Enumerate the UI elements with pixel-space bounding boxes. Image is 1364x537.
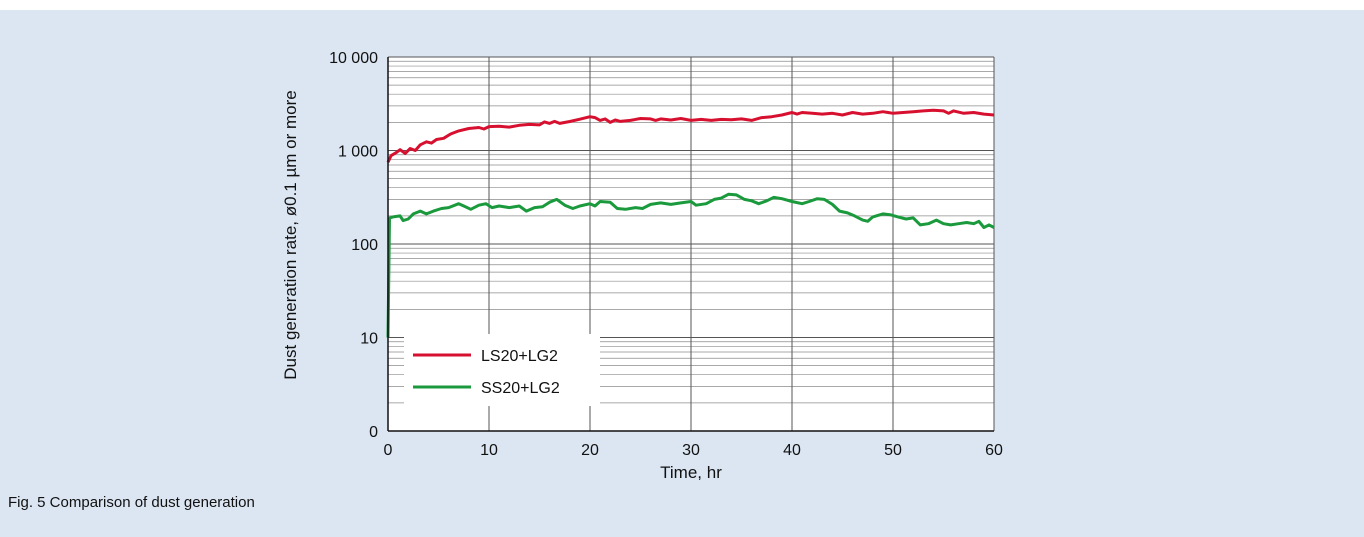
series-lines bbox=[386, 108, 995, 338]
series-line-ls20-lg2 bbox=[386, 108, 995, 163]
x-tick-label: 0 bbox=[384, 442, 393, 459]
x-tick-label: 60 bbox=[985, 442, 1003, 459]
y-tick-label: 1 000 bbox=[338, 144, 378, 161]
x-tick-label: 50 bbox=[884, 442, 902, 459]
y-tick-label: 100 bbox=[351, 237, 378, 254]
x-tick-label: 20 bbox=[581, 442, 599, 459]
y-tick-labels: 0 10 100 1 000 10 000 bbox=[329, 50, 378, 441]
y-axis-title: Dust generation rate, ø0.1 µm or more bbox=[281, 90, 300, 379]
figure-panel: 0 10 20 30 40 50 60 0 10 100 1 000 10 000 Time, hr… bbox=[0, 10, 1364, 537]
x-tick-labels: 0 10 20 30 40 50 60 bbox=[384, 442, 1003, 459]
x-tick-label: 10 bbox=[480, 442, 498, 459]
x-tick-label: 40 bbox=[783, 442, 801, 459]
dust-generation-chart: 0 10 20 30 40 50 60 0 10 100 1 000 10 000 Time, hr… bbox=[281, 50, 1003, 480]
legend-label-ls20-lg2: LS20+LG2 bbox=[481, 348, 558, 365]
y-tick-label: 10 bbox=[360, 331, 378, 348]
legend-label-ss20-lg2: SS20+LG2 bbox=[481, 380, 560, 397]
x-tick-label: 30 bbox=[682, 442, 700, 459]
axes bbox=[387, 57, 994, 432]
series-line-ss20-lg2 bbox=[386, 192, 995, 338]
figure-caption: Fig. 5 Comparison of dust generation bbox=[8, 494, 255, 511]
legend: LS20+LG2 SS20+LG2 bbox=[404, 334, 600, 406]
y-tick-label: 10 000 bbox=[329, 50, 378, 67]
x-axis-title: Time, hr bbox=[660, 463, 722, 480]
legend-box bbox=[404, 334, 600, 406]
y-tick-label: 0 bbox=[369, 424, 378, 441]
